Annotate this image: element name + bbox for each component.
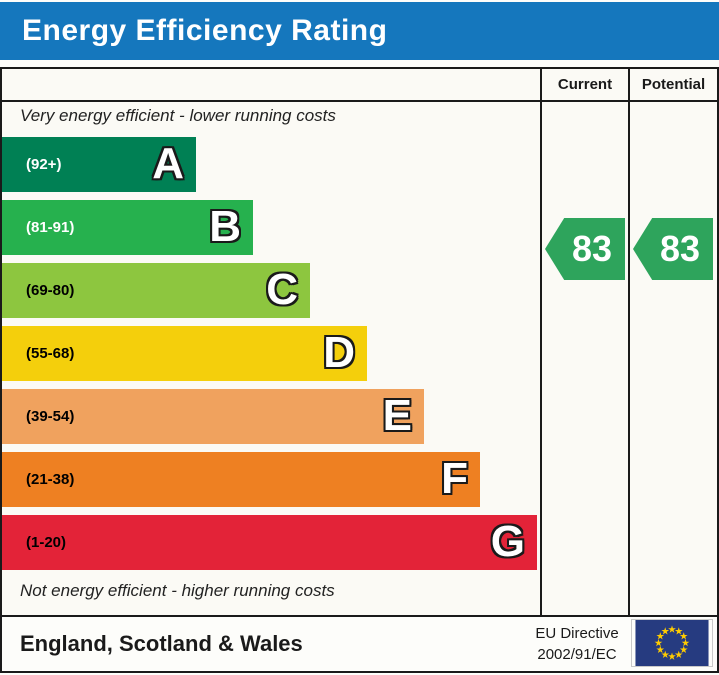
band-a: (92+) A [2, 137, 196, 192]
band-c: (69-80) C [2, 263, 310, 318]
rating-bands: (92+) A (81-91) B (69-80) C (55-68) D (39-54) E (2… [2, 137, 538, 578]
title-bar: Energy Efficiency Rating [0, 2, 719, 60]
current-column-header: Current [557, 76, 613, 93]
band-range-label: (92+) [26, 156, 62, 173]
band-letter: F [441, 453, 468, 503]
band-letter: D [323, 327, 355, 377]
band-range-label: (1-20) [26, 534, 67, 551]
column-divider [540, 69, 542, 615]
potential-rating-arrow: 83 [633, 218, 713, 280]
band-f: (21-38) F [2, 452, 480, 507]
band-letter: G [490, 516, 525, 566]
band-letter: C [266, 264, 298, 314]
eu-directive-label: EU Directive 2002/91/EC [526, 623, 628, 665]
potential-column-header: Potential [641, 76, 706, 93]
page-title: Energy Efficiency Rating [22, 14, 388, 47]
band-range-label: (55-68) [26, 345, 75, 362]
region-label: England, Scotland & Wales [20, 631, 303, 656]
band-letter: A [152, 138, 184, 188]
band-d: (55-68) D [2, 326, 367, 381]
band-e: (39-54) E [2, 389, 424, 444]
band-b: (81-91) B [2, 200, 253, 255]
eu-directive-line1: EU Directive [535, 625, 619, 642]
band-range-label: (69-80) [26, 282, 75, 299]
band-letter: E [382, 390, 412, 440]
current-rating-arrow: 83 [545, 218, 625, 280]
band-range-label: (21-38) [26, 471, 75, 488]
top-note: Very energy efficient - lower running co… [20, 106, 336, 125]
header-row-divider [2, 100, 717, 102]
band-range-label: (81-91) [26, 219, 75, 236]
footer: England, Scotland & Wales EU Directive 2… [0, 615, 719, 673]
column-divider [628, 69, 630, 615]
bottom-note: Not energy efficient - higher running co… [20, 581, 335, 600]
rating-table: Current Potential Very energy efficient … [0, 67, 719, 617]
band-g: (1-20) G [2, 515, 537, 570]
band-range-label: (39-54) [26, 408, 75, 425]
eu-flag-icon [631, 619, 713, 667]
eu-directive-line2: 2002/91/EC [537, 646, 617, 663]
band-letter: B [209, 201, 241, 251]
